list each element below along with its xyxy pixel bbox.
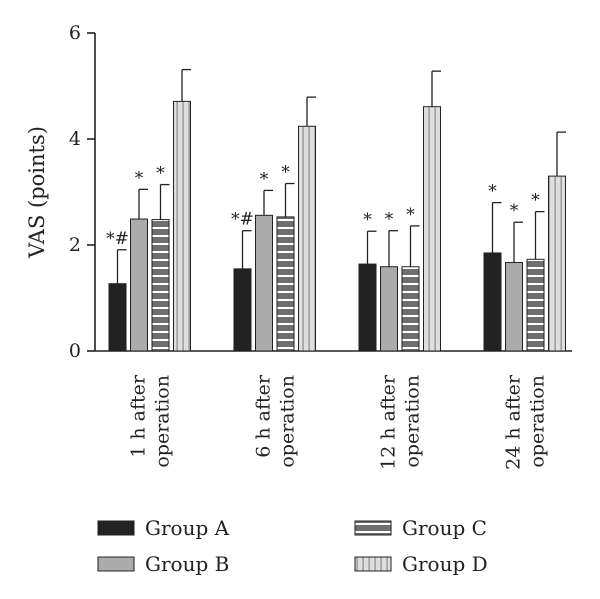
significance-label: *: [488, 182, 497, 202]
x-tick-label-line: operation: [402, 375, 424, 468]
y-tick-label: 6: [69, 22, 81, 44]
bar: [108, 283, 127, 352]
bar: [380, 266, 398, 352]
x-tick-label: 6 h after operation: [253, 374, 299, 468]
bar: [483, 252, 502, 352]
bar: [401, 266, 420, 352]
significance-label: *: [363, 210, 372, 230]
x-tick-label-line: operation: [152, 375, 174, 468]
x-tick-label-line: operation: [527, 375, 549, 468]
bar: [255, 214, 273, 352]
bar: [423, 106, 441, 352]
legend-swatch: [97, 520, 135, 536]
bar: [173, 100, 191, 352]
x-tick-label: 24 h after operation: [503, 374, 549, 470]
significance-label: *#: [106, 229, 129, 249]
x-tick-label-line: 24 h after: [503, 374, 525, 470]
legend-label: Group D: [402, 552, 488, 576]
legend: Group A Group B Group C Group D: [97, 516, 488, 576]
legend-label: Group C: [402, 516, 487, 540]
bar: [233, 268, 252, 352]
significance-label: *: [281, 163, 290, 183]
x-tick-label-line: 6 h after: [253, 374, 275, 458]
significance-label: *: [385, 210, 394, 230]
legend-swatch: [97, 556, 135, 572]
significance-label: *: [531, 191, 540, 211]
bar: [358, 263, 377, 352]
x-tick-label-line: 12 h after: [378, 374, 400, 470]
legend-swatch: [354, 556, 392, 572]
x-tick-label-line: operation: [277, 375, 299, 468]
significance-label: *: [510, 201, 519, 221]
significance-label: *: [135, 168, 144, 188]
bar: [130, 218, 148, 352]
x-tick-label: 12 h after operation: [378, 374, 424, 470]
bar: [298, 125, 316, 352]
significance-label: *: [260, 169, 269, 189]
x-tick-label: 1 h after operation: [128, 374, 174, 468]
legend-label: Group B: [145, 552, 229, 576]
bar: [505, 261, 523, 352]
y-axis-title: VAS (points): [25, 126, 49, 259]
bar: [526, 258, 545, 352]
bar: [276, 216, 295, 352]
significance-label: *: [156, 164, 165, 184]
significance-label: *#: [231, 210, 254, 230]
legend-label: Group A: [145, 516, 230, 540]
significance-label: *: [406, 205, 415, 225]
x-tick-label-line: 1 h after: [128, 374, 150, 458]
y-tick-label: 4: [69, 128, 81, 150]
y-tick-label: 2: [69, 234, 81, 256]
legend-swatch: [354, 520, 392, 536]
bar: [548, 175, 566, 352]
bar: [151, 219, 170, 352]
y-tick-label: 0: [69, 340, 81, 362]
